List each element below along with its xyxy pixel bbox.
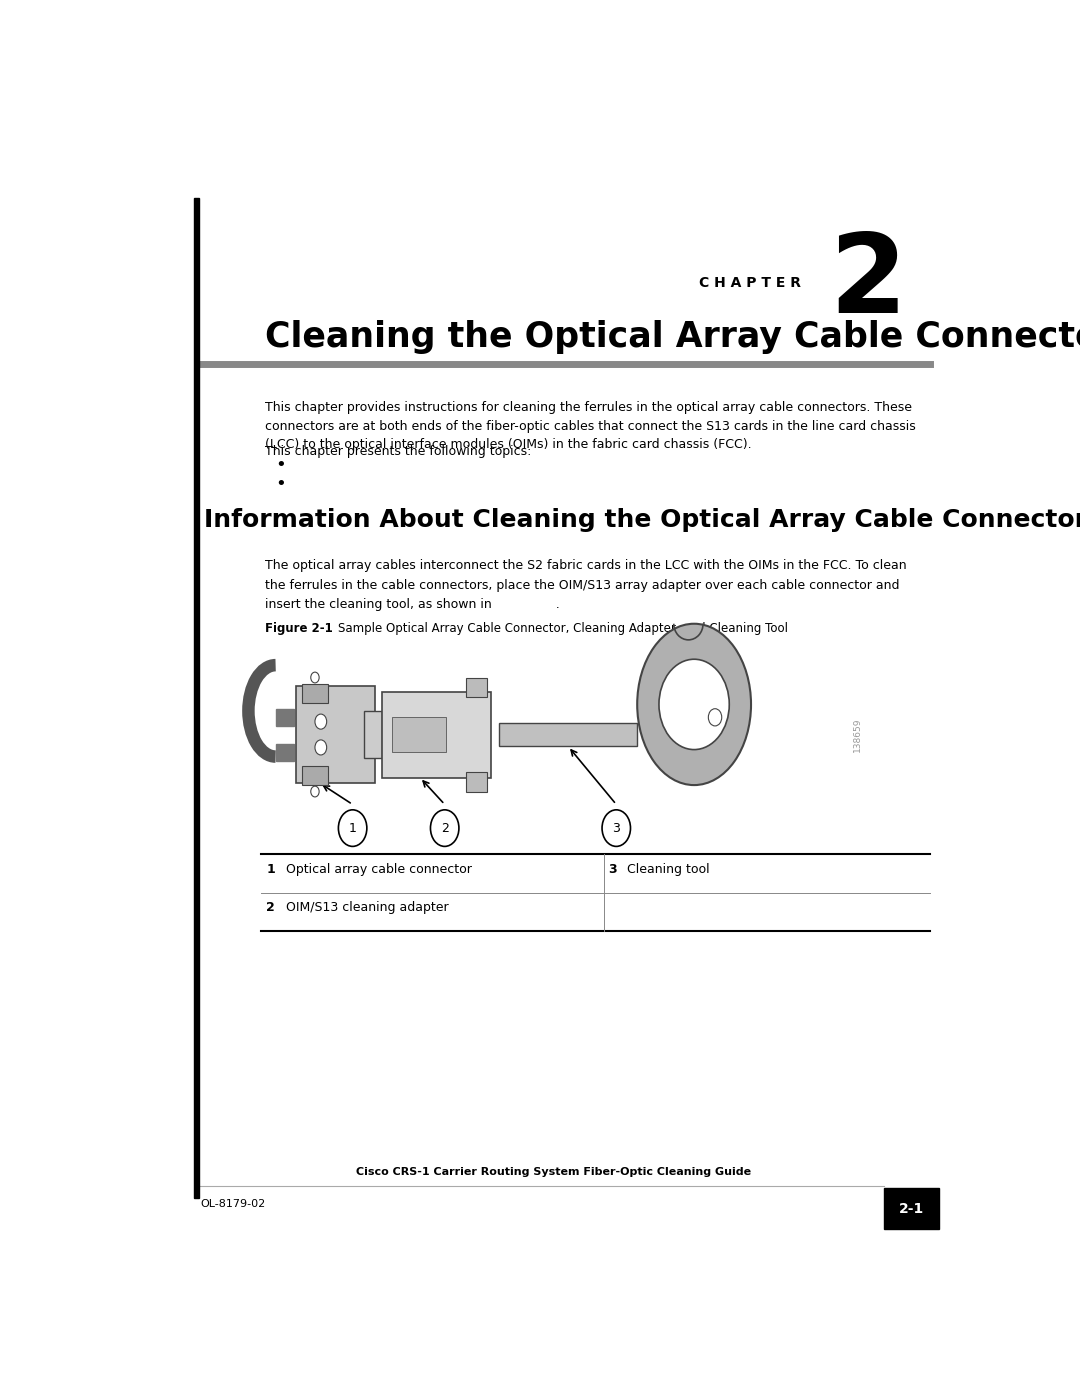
Text: Cleaning the Optical Array Cable Connectors: Cleaning the Optical Array Cable Connect…	[265, 320, 1080, 353]
Text: 3: 3	[612, 821, 620, 834]
Text: OIM/S13 cleaning adapter: OIM/S13 cleaning adapter	[285, 901, 448, 914]
Bar	[296, 686, 375, 782]
Text: •: •	[274, 475, 285, 493]
Text: Cisco CRS-1 Carrier Routing System Fiber-Optic Cleaning Guide: Cisco CRS-1 Carrier Routing System Fiber…	[356, 1166, 751, 1176]
Bar	[499, 722, 637, 746]
Bar	[392, 717, 446, 752]
Circle shape	[311, 672, 320, 683]
Text: 1: 1	[267, 862, 275, 876]
Circle shape	[315, 740, 326, 754]
Text: the ferrules in the cable connectors, place the OIM/S13 array adapter over each : the ferrules in the cable connectors, pl…	[265, 578, 900, 591]
Text: This chapter provides instructions for cleaning the ferrules in the optical arra: This chapter provides instructions for c…	[265, 401, 916, 451]
Text: 1: 1	[349, 821, 356, 834]
Text: 3: 3	[608, 862, 617, 876]
Text: The optical array cables interconnect the S2 fabric cards in the LCC with the OI: The optical array cables interconnect th…	[265, 559, 906, 573]
Bar	[275, 745, 294, 761]
Bar	[465, 773, 486, 792]
Text: 138659: 138659	[853, 717, 862, 752]
Bar	[382, 692, 490, 778]
Circle shape	[311, 787, 320, 796]
Text: Figure 2-1: Figure 2-1	[265, 622, 333, 634]
Text: 2: 2	[441, 821, 448, 834]
Text: 2-1: 2-1	[899, 1201, 924, 1215]
Circle shape	[602, 810, 631, 847]
Circle shape	[338, 810, 367, 847]
Bar	[275, 708, 294, 726]
Bar	[302, 685, 327, 703]
Text: C H A P T E R: C H A P T E R	[699, 275, 801, 289]
Bar	[465, 678, 486, 697]
Text: 2: 2	[267, 901, 275, 914]
Text: Sample Optical Array Cable Connector, Cleaning Adapter, and Cleaning Tool: Sample Optical Array Cable Connector, Cl…	[338, 622, 788, 634]
Bar	[885, 1189, 939, 1229]
Text: OL-8179-02: OL-8179-02	[200, 1199, 266, 1210]
Bar	[364, 711, 382, 759]
Bar	[193, 198, 200, 1199]
Circle shape	[431, 810, 459, 847]
Circle shape	[659, 659, 729, 750]
Ellipse shape	[637, 623, 751, 785]
Text: Cleaning tool: Cleaning tool	[627, 862, 710, 876]
Text: Optical array cable connector: Optical array cable connector	[285, 862, 472, 876]
Circle shape	[708, 708, 721, 726]
Text: This chapter presents the following topics:: This chapter presents the following topi…	[265, 446, 531, 458]
Text: 2: 2	[828, 229, 906, 337]
Text: •: •	[274, 455, 285, 474]
Text: Information About Cleaning the Optical Array Cable Connectors: Information About Cleaning the Optical A…	[204, 509, 1080, 532]
Text: insert the cleaning tool, as shown in                .: insert the cleaning tool, as shown in .	[265, 598, 559, 610]
Circle shape	[315, 714, 326, 729]
Bar	[302, 766, 327, 785]
